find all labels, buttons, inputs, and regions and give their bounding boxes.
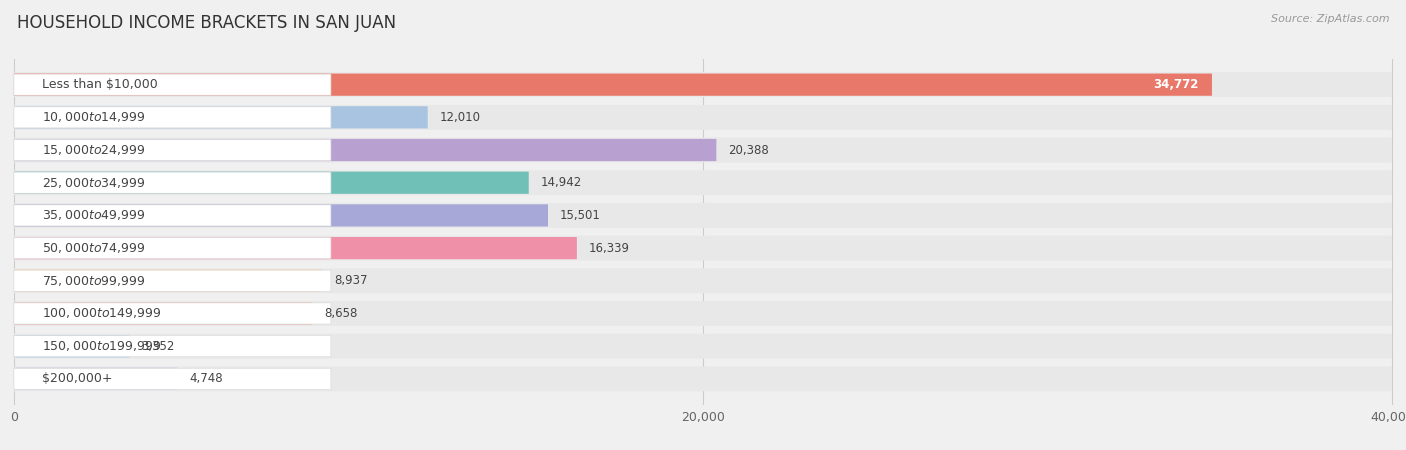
FancyBboxPatch shape	[14, 138, 1392, 162]
FancyBboxPatch shape	[14, 336, 330, 357]
Text: 8,658: 8,658	[325, 307, 357, 320]
FancyBboxPatch shape	[14, 368, 177, 390]
FancyBboxPatch shape	[14, 270, 322, 292]
Text: $10,000 to $14,999: $10,000 to $14,999	[42, 110, 146, 124]
Text: 34,772: 34,772	[1153, 78, 1198, 91]
FancyBboxPatch shape	[14, 302, 312, 324]
Text: 4,748: 4,748	[190, 372, 224, 385]
Text: 20,388: 20,388	[728, 144, 769, 157]
Text: $150,000 to $199,999: $150,000 to $199,999	[42, 339, 162, 353]
Text: 8,937: 8,937	[333, 274, 367, 287]
FancyBboxPatch shape	[14, 107, 330, 128]
FancyBboxPatch shape	[14, 238, 330, 259]
FancyBboxPatch shape	[14, 368, 330, 389]
Text: $35,000 to $49,999: $35,000 to $49,999	[42, 208, 146, 222]
FancyBboxPatch shape	[14, 205, 330, 226]
FancyBboxPatch shape	[14, 270, 330, 291]
Text: 15,501: 15,501	[560, 209, 600, 222]
Text: $200,000+: $200,000+	[42, 372, 112, 385]
FancyBboxPatch shape	[14, 366, 1392, 391]
FancyBboxPatch shape	[14, 172, 330, 194]
FancyBboxPatch shape	[14, 301, 1392, 326]
FancyBboxPatch shape	[14, 237, 576, 259]
Text: HOUSEHOLD INCOME BRACKETS IN SAN JUAN: HOUSEHOLD INCOME BRACKETS IN SAN JUAN	[17, 14, 396, 32]
FancyBboxPatch shape	[14, 203, 1392, 228]
Text: Source: ZipAtlas.com: Source: ZipAtlas.com	[1271, 14, 1389, 23]
FancyBboxPatch shape	[14, 334, 1392, 359]
FancyBboxPatch shape	[14, 204, 548, 226]
Text: 12,010: 12,010	[440, 111, 481, 124]
FancyBboxPatch shape	[14, 170, 1392, 195]
Text: $25,000 to $34,999: $25,000 to $34,999	[42, 176, 146, 190]
FancyBboxPatch shape	[14, 73, 1212, 96]
FancyBboxPatch shape	[14, 106, 427, 128]
Text: $50,000 to $74,999: $50,000 to $74,999	[42, 241, 146, 255]
FancyBboxPatch shape	[14, 268, 1392, 293]
FancyBboxPatch shape	[14, 236, 1392, 261]
Text: $15,000 to $24,999: $15,000 to $24,999	[42, 143, 146, 157]
FancyBboxPatch shape	[14, 335, 129, 357]
FancyBboxPatch shape	[14, 105, 1392, 130]
Text: 16,339: 16,339	[589, 242, 630, 255]
Text: 3,352: 3,352	[142, 340, 174, 353]
FancyBboxPatch shape	[14, 140, 330, 161]
FancyBboxPatch shape	[14, 72, 1392, 97]
Text: $100,000 to $149,999: $100,000 to $149,999	[42, 306, 162, 320]
FancyBboxPatch shape	[14, 139, 717, 161]
Text: $75,000 to $99,999: $75,000 to $99,999	[42, 274, 146, 288]
Text: Less than $10,000: Less than $10,000	[42, 78, 159, 91]
FancyBboxPatch shape	[14, 171, 529, 194]
FancyBboxPatch shape	[14, 74, 330, 95]
FancyBboxPatch shape	[14, 303, 330, 324]
Text: 14,942: 14,942	[541, 176, 582, 189]
